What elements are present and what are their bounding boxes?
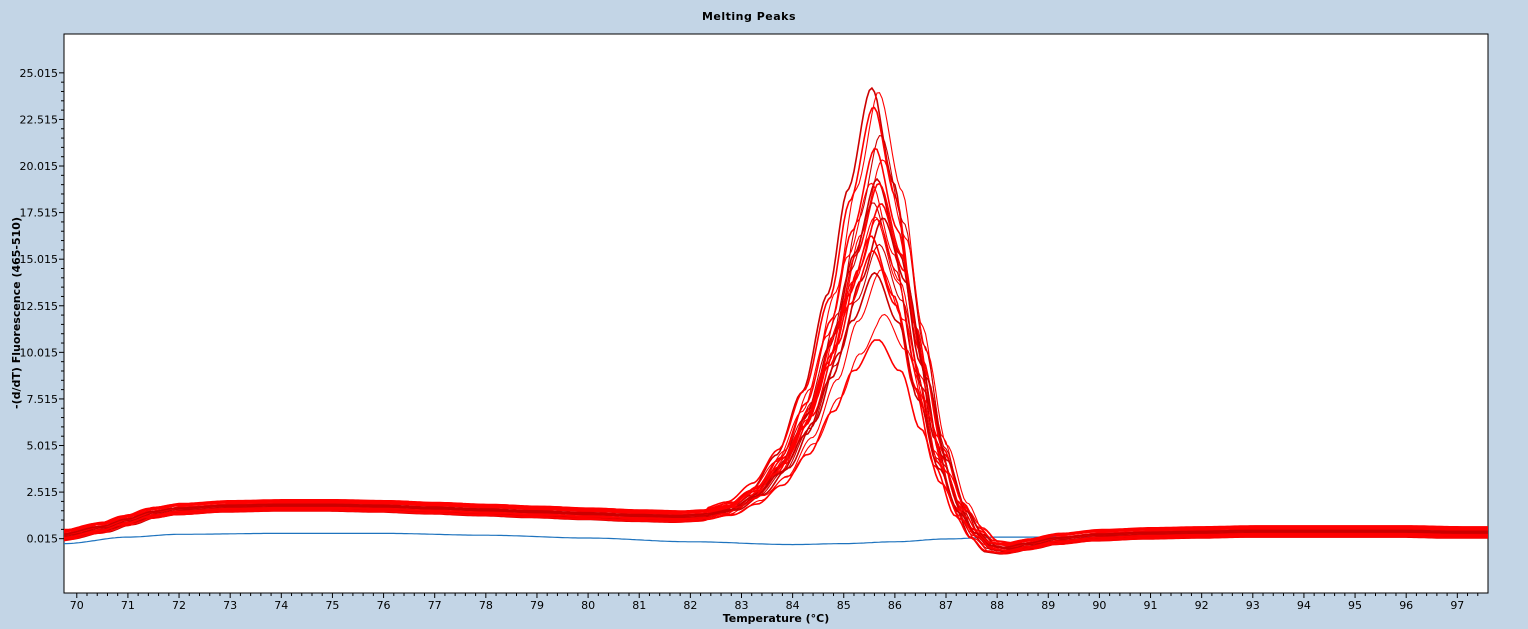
x-tick-label: 71 bbox=[121, 599, 135, 612]
x-tick-label: 91 bbox=[1144, 599, 1158, 612]
y-tick-label: 15.015 bbox=[20, 253, 59, 266]
x-tick-label: 94 bbox=[1297, 599, 1311, 612]
x-tick-label: 74 bbox=[274, 599, 288, 612]
x-tick-label: 92 bbox=[1195, 599, 1209, 612]
sample-series-19 bbox=[63, 271, 1488, 549]
y-axis-label: -(d/dT) Fluorescence (465-510) bbox=[10, 217, 23, 409]
x-tick-label: 78 bbox=[479, 599, 493, 612]
x-tick-label: 85 bbox=[837, 599, 851, 612]
x-tick-label: 72 bbox=[172, 599, 186, 612]
x-tick-label: 82 bbox=[683, 599, 697, 612]
x-tick-label: 90 bbox=[1092, 599, 1106, 612]
x-tick-label: 88 bbox=[990, 599, 1004, 612]
x-axis-label: Temperature (°C) bbox=[723, 612, 830, 625]
y-tick-label: 25.015 bbox=[20, 67, 59, 80]
x-tick-label: 95 bbox=[1348, 599, 1362, 612]
x-tick-label: 93 bbox=[1246, 599, 1260, 612]
y-tick-label: 22.515 bbox=[20, 113, 59, 126]
x-tick-label: 75 bbox=[325, 599, 339, 612]
sample-series-16 bbox=[64, 243, 1488, 549]
series-layer bbox=[63, 86, 1488, 555]
chart-title: Melting Peaks bbox=[701, 10, 797, 23]
sample-series-15 bbox=[63, 235, 1488, 554]
y-tick-label: 17.515 bbox=[20, 207, 59, 220]
y-tick-label: 0.015 bbox=[27, 533, 59, 546]
y-tick-label: 7.515 bbox=[27, 393, 59, 406]
y-tick-label: 5.015 bbox=[27, 440, 59, 453]
x-tick-label: 96 bbox=[1399, 599, 1413, 612]
x-tick-label: 89 bbox=[1041, 599, 1055, 612]
x-tick-label: 80 bbox=[581, 599, 595, 612]
x-tick-label: 87 bbox=[939, 599, 953, 612]
y-tick-label: 12.515 bbox=[20, 300, 59, 313]
y-axis: 0.015 2.515 5.015 7.515 10.015 12.515 15.015 17… bbox=[20, 67, 64, 546]
x-tick-label: 97 bbox=[1450, 599, 1464, 612]
y-tick-label: 10.015 bbox=[20, 346, 59, 359]
x-tick-label: 77 bbox=[428, 599, 442, 612]
x-tick-label: 84 bbox=[786, 599, 800, 612]
x-tick-label: 76 bbox=[377, 599, 391, 612]
x-tick-label: 81 bbox=[632, 599, 646, 612]
x-tick-label: 79 bbox=[530, 599, 544, 612]
x-tick-label: 83 bbox=[734, 599, 748, 612]
x-tick-label: 73 bbox=[223, 599, 237, 612]
sample-series-21 bbox=[63, 339, 1488, 552]
sample-series-17 bbox=[63, 249, 1488, 545]
x-tick-label: 70 bbox=[70, 599, 84, 612]
y-tick-label: 20.015 bbox=[20, 160, 59, 173]
y-tick-label: 2.515 bbox=[27, 486, 59, 499]
x-tick-label: 86 bbox=[888, 599, 902, 612]
sample-series-20 bbox=[64, 313, 1488, 544]
x-axis: 70 71 72 73 74 75 76 77 78 79 80 81 82 83 84 85 86 87 88 89… bbox=[70, 593, 1479, 612]
sample-series-13 bbox=[64, 217, 1488, 551]
